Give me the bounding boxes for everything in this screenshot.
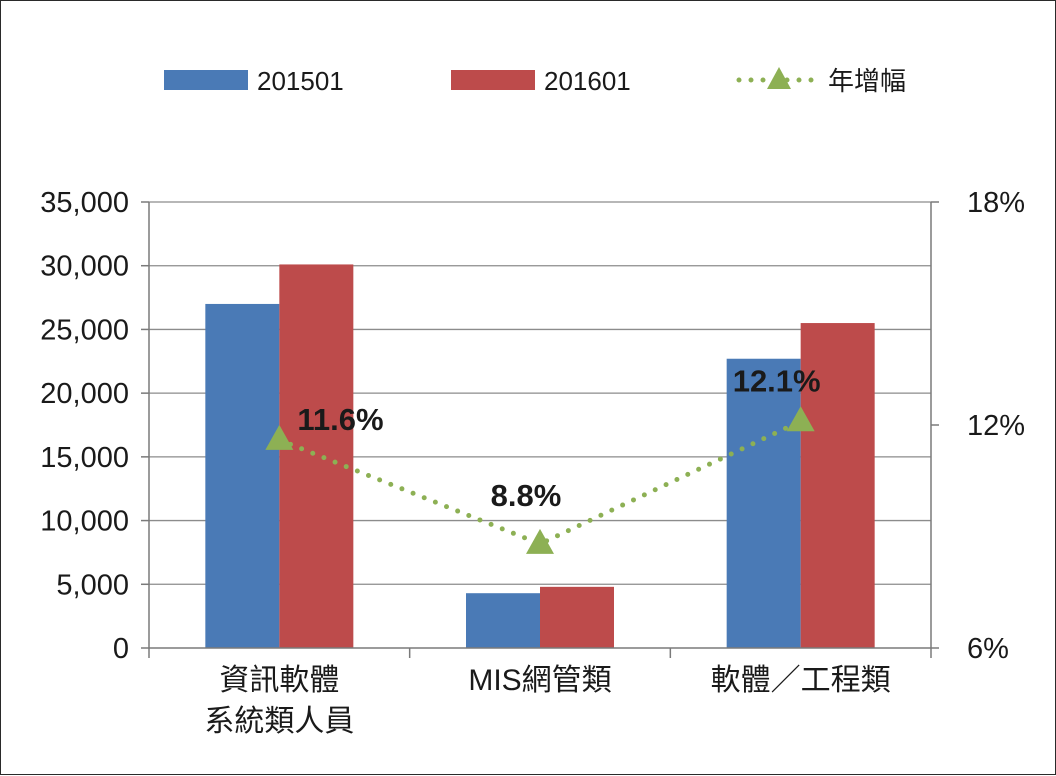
legend-label: 201501 bbox=[257, 66, 344, 96]
legend-swatch-201601 bbox=[451, 70, 535, 90]
bar-201501-2 bbox=[726, 358, 801, 648]
y-right-tick-label: 18% bbox=[967, 187, 1025, 219]
bar-201601-0 bbox=[279, 264, 354, 648]
growth-data-label: 11.6% bbox=[297, 402, 383, 437]
legend-label: 年增幅 bbox=[828, 66, 906, 96]
x-category-label: MIS網管類 bbox=[468, 664, 611, 697]
y-left-tick-label: 25,000 bbox=[40, 314, 129, 346]
y-left-tick-label: 20,000 bbox=[40, 378, 129, 410]
bar-201601-2 bbox=[800, 323, 875, 648]
growth-marker-triangle bbox=[526, 528, 554, 554]
y-left-tick-label: 15,000 bbox=[40, 442, 129, 474]
legend-swatch-201501 bbox=[164, 70, 248, 90]
y-left-tick-label: 0 bbox=[113, 633, 129, 665]
growth-marker-triangle bbox=[786, 406, 815, 432]
legend-swatch-triangle bbox=[767, 67, 791, 89]
bar-201601-1 bbox=[540, 586, 614, 648]
y-left-tick-label: 30,000 bbox=[40, 251, 129, 283]
y-right-tick-label: 6% bbox=[967, 633, 1009, 665]
growth-data-label: 12.1% bbox=[733, 363, 821, 398]
x-category-label: 軟體／工程類 bbox=[711, 664, 891, 697]
growth-line bbox=[276, 418, 804, 547]
x-category-label: 系統類人員 bbox=[204, 705, 354, 738]
y-left-tick-label: 35,000 bbox=[40, 187, 129, 219]
x-category-label: 資訊軟體 bbox=[219, 664, 339, 697]
growth-data-label: 8.8% bbox=[491, 478, 562, 513]
growth-marker-triangle bbox=[265, 424, 294, 450]
y-left-tick-label: 5,000 bbox=[56, 569, 129, 601]
bar-201501-0 bbox=[205, 303, 280, 648]
legend-label: 201601 bbox=[544, 66, 631, 96]
y-right-tick-label: 12% bbox=[967, 410, 1025, 442]
bar-201501-1 bbox=[466, 593, 540, 648]
y-left-tick-label: 10,000 bbox=[40, 506, 129, 538]
